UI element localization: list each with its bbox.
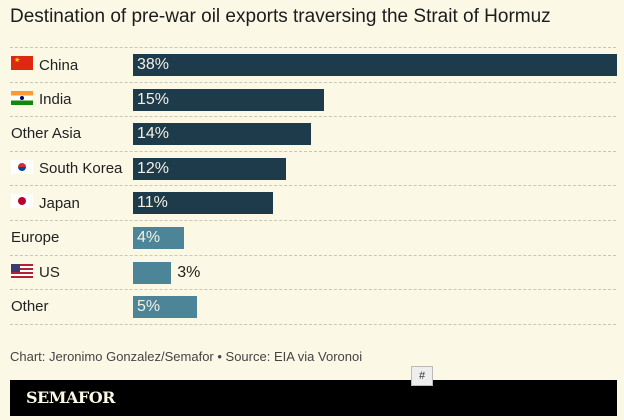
value-label: 14% xyxy=(137,125,170,143)
row-divider xyxy=(10,220,616,221)
category-label: Other xyxy=(11,298,49,315)
chart-row: South Korea 12% xyxy=(0,152,624,186)
footer-bar: SEMAFOR xyxy=(10,380,617,416)
value-label: 15% xyxy=(137,90,170,108)
category-label: Japan xyxy=(11,194,80,212)
row-divider xyxy=(10,116,616,118)
category-label: Other Asia xyxy=(11,125,81,142)
row-divider xyxy=(10,289,616,291)
value-label: 11% xyxy=(137,194,168,212)
semafor-logo: SEMAFOR xyxy=(26,388,115,407)
bar xyxy=(133,296,197,319)
category-name: Japan xyxy=(39,194,80,212)
chart-row: Europe 4% xyxy=(0,221,624,255)
category-name: India xyxy=(39,91,72,109)
value-label: 38% xyxy=(137,56,170,73)
japan-flag-icon xyxy=(11,194,33,212)
row-divider xyxy=(10,47,616,48)
chart-credit: Chart: Jeronimo Gonzalez/Semafor • Sourc… xyxy=(10,349,363,364)
row-divider xyxy=(10,185,616,187)
category-label: South Korea xyxy=(11,159,123,178)
value-label: 12% xyxy=(137,159,170,177)
bar xyxy=(133,227,184,249)
bar xyxy=(133,157,286,180)
us-flag-icon xyxy=(11,263,33,282)
category-name: Other Asia xyxy=(11,125,82,143)
category-label: Europe xyxy=(11,229,59,246)
category-label: US xyxy=(11,263,60,282)
chart-row: ★ China 38% xyxy=(0,48,624,82)
row-divider xyxy=(10,150,616,152)
south-korea-flag-icon xyxy=(11,159,33,178)
category-label: ★ China xyxy=(11,56,78,74)
category-name: Europe xyxy=(11,229,60,246)
row-divider xyxy=(10,323,616,325)
hash-button[interactable]: # xyxy=(411,366,433,386)
value-label: 3% xyxy=(177,263,201,281)
chart-row: Japan 11% xyxy=(0,186,624,220)
india-flag-icon xyxy=(11,90,33,109)
chart-row: India 15% xyxy=(0,83,624,117)
chart-row: US 3% xyxy=(0,256,624,290)
chart-row: Other 5% xyxy=(0,290,624,324)
category-name: China xyxy=(39,56,79,74)
chart-row: Other Asia 14% xyxy=(0,117,624,151)
category-name: Other xyxy=(11,298,49,316)
category-name: US xyxy=(39,264,60,282)
value-label: 5% xyxy=(137,298,161,316)
bar xyxy=(133,123,312,146)
bar xyxy=(133,88,325,111)
bar xyxy=(133,54,617,76)
bar xyxy=(133,261,172,284)
bar xyxy=(133,192,274,215)
chart-title: Destination of pre-war oil exports trave… xyxy=(10,6,551,27)
china-flag-icon: ★ xyxy=(11,56,33,74)
value-label: 4% xyxy=(137,229,161,246)
category-label: India xyxy=(11,90,72,109)
row-divider xyxy=(10,254,616,256)
row-divider xyxy=(10,81,616,83)
category-name: South Korea xyxy=(39,160,123,178)
